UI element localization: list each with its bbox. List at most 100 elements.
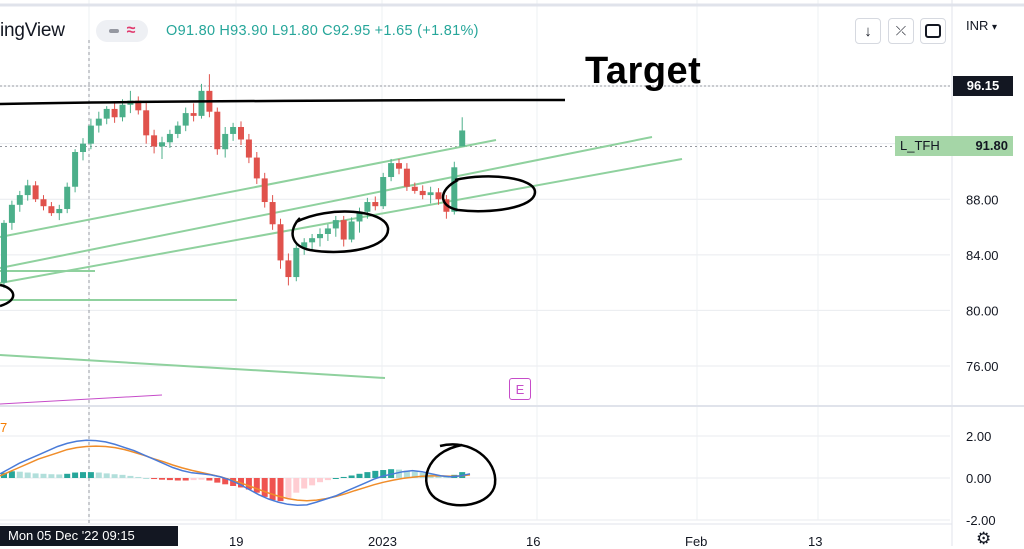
- trendlines: [0, 136, 683, 405]
- macd-histogram-bar: [127, 475, 134, 478]
- candle-body: [56, 208, 63, 214]
- price-axis-label: 84.00: [966, 248, 999, 263]
- candles: [1, 74, 466, 289]
- gear-icon[interactable]: ⚙: [976, 529, 992, 548]
- candle-body: [182, 113, 189, 126]
- candle-body: [277, 224, 284, 261]
- macd-histogram-bar: [159, 478, 165, 480]
- macd-histogram-bar: [87, 472, 94, 478]
- ohlc-legend: O91.80 H93.90 L91.80 C92.95 +1.65 (+1.81…: [166, 18, 483, 44]
- candle: [103, 106, 110, 125]
- candle: [403, 163, 410, 191]
- macd-histogram-bar: [411, 471, 418, 478]
- candle: [411, 182, 418, 194]
- macd-histogram-bar: [103, 473, 110, 478]
- move-down-button[interactable]: ↓: [855, 18, 881, 44]
- candle: [111, 103, 118, 123]
- target-hand-line: [0, 98, 566, 106]
- target-annotation: Target: [585, 50, 702, 92]
- macd-histogram-bar: [111, 474, 118, 478]
- hand-drawings: [0, 98, 566, 507]
- macd-axis-label: 0.00: [966, 471, 991, 486]
- candle-body: [372, 202, 379, 207]
- candle-body: [396, 163, 402, 169]
- candle-body: [301, 242, 308, 248]
- candle: [230, 122, 237, 141]
- candle: [95, 111, 102, 133]
- currency-label: INR: [966, 18, 989, 33]
- hand-circle: [425, 443, 497, 507]
- candle: [80, 138, 86, 161]
- candle-body: [135, 100, 142, 111]
- candle-body: [143, 110, 150, 136]
- candle: [64, 182, 71, 214]
- candle: [159, 136, 165, 159]
- macd-histogram-bar: [364, 472, 371, 478]
- candle: [427, 186, 434, 204]
- macd-histogram-bar: [403, 470, 410, 478]
- candle: [238, 121, 244, 146]
- candle-body: [293, 247, 300, 278]
- macd-histogram-bar: [340, 476, 347, 478]
- visibility-toggle[interactable]: ≈: [96, 20, 148, 42]
- brand-name: ingView: [0, 20, 65, 41]
- ohlc-close: C92.95: [322, 23, 371, 39]
- candle: [340, 215, 347, 247]
- candle-body: [388, 163, 395, 178]
- macd-histogram-bar: [135, 476, 142, 478]
- candle-body: [16, 195, 23, 205]
- candle-body: [380, 177, 387, 207]
- macd-histogram-bar: [301, 478, 308, 489]
- arrow-down-icon: ↓: [864, 22, 872, 40]
- candle: [388, 158, 395, 182]
- macd-histogram-bar: [119, 474, 126, 478]
- candle: [324, 224, 331, 241]
- candle-body: [151, 135, 158, 147]
- macd-axis-label: -2.00: [966, 513, 996, 528]
- candle-body: [253, 157, 260, 179]
- candle: [166, 129, 173, 148]
- candle-body: [111, 108, 118, 118]
- candle-body: [238, 126, 244, 140]
- price-axis-label: 88.00: [966, 192, 999, 207]
- macd-histogram-bar: [245, 478, 252, 490]
- candle: [309, 233, 316, 250]
- macd-histogram-bar: [261, 478, 268, 497]
- candle: [72, 149, 79, 193]
- candle-body: [340, 220, 347, 240]
- hide-icon: [108, 29, 119, 33]
- candle: [56, 204, 63, 221]
- candle: [174, 121, 181, 139]
- macd-histogram-bar: [269, 478, 276, 501]
- macd-histogram-bar: [380, 470, 387, 478]
- earnings-event-badge[interactable]: E: [509, 378, 531, 400]
- price-tag-symbol-name: L_TFH: [900, 138, 940, 153]
- macd-histogram-bar: [95, 472, 102, 478]
- hand-circle: [0, 283, 15, 308]
- collapse-button[interactable]: ⤫: [888, 18, 914, 44]
- time-label-19: 19: [229, 534, 244, 549]
- price-tag-96: 96.15: [953, 76, 1013, 96]
- candle: [32, 181, 39, 203]
- macd-histogram-bar: [348, 475, 355, 478]
- candle: [301, 238, 308, 255]
- candle: [245, 133, 252, 164]
- candle: [269, 195, 276, 230]
- candle: [261, 172, 268, 208]
- crosshair-time-label: Mon 05 Dec '22 09:15: [0, 526, 178, 546]
- fullscreen-button[interactable]: [920, 18, 946, 44]
- candle-body: [427, 192, 434, 196]
- currency-selector[interactable]: INR ▾: [966, 18, 997, 33]
- candle-body: [119, 104, 126, 118]
- channel-line: [0, 139, 497, 238]
- candle-body: [214, 111, 221, 150]
- candle: [222, 126, 229, 158]
- macd-histogram-bar: [16, 471, 23, 478]
- candle-body: [87, 125, 94, 144]
- price-tag-symbol: L_TFH 91.80: [895, 136, 1013, 156]
- candle-body: [411, 186, 418, 191]
- candle-body: [190, 113, 197, 116]
- candle-body: [32, 185, 39, 200]
- macd-histogram-bar: [293, 478, 300, 493]
